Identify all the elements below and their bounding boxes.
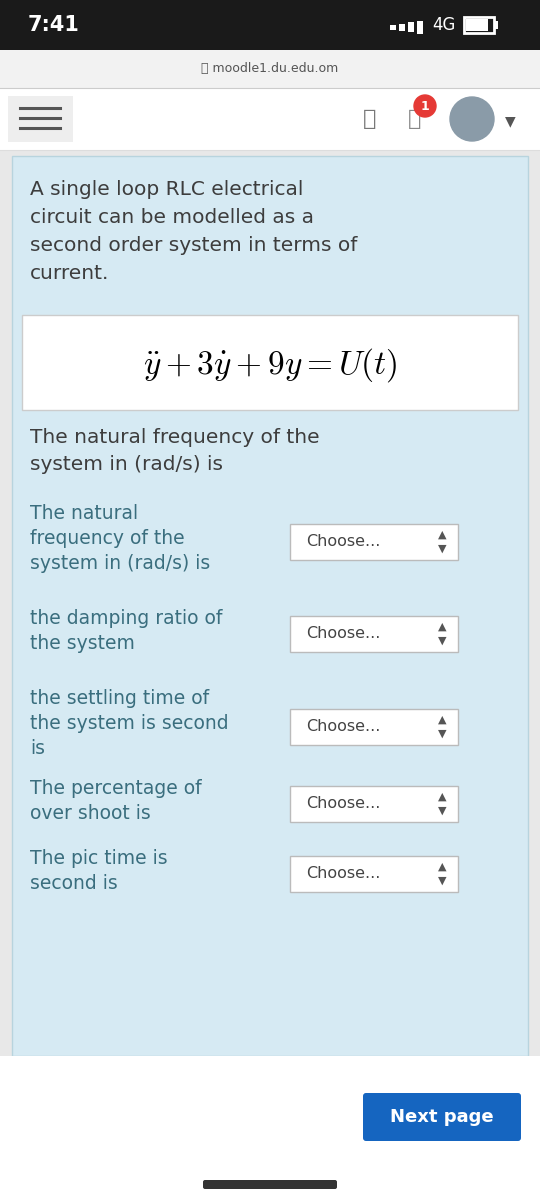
Text: ▲: ▲ bbox=[438, 792, 446, 802]
Text: ▼: ▼ bbox=[438, 806, 446, 816]
FancyBboxPatch shape bbox=[466, 19, 488, 31]
FancyBboxPatch shape bbox=[0, 50, 540, 88]
Text: the settling time of: the settling time of bbox=[30, 689, 209, 708]
Text: 🔒 moodle1.du.edu.om: 🔒 moodle1.du.edu.om bbox=[201, 62, 339, 76]
FancyBboxPatch shape bbox=[22, 314, 518, 410]
FancyBboxPatch shape bbox=[363, 1093, 521, 1141]
Text: ▼: ▼ bbox=[505, 114, 515, 128]
FancyBboxPatch shape bbox=[494, 20, 498, 29]
Circle shape bbox=[450, 97, 494, 140]
Text: 7:41: 7:41 bbox=[28, 14, 80, 35]
Text: ▼: ▼ bbox=[438, 876, 446, 886]
Text: frequency of the: frequency of the bbox=[30, 529, 185, 548]
FancyBboxPatch shape bbox=[417, 20, 423, 34]
Text: the system: the system bbox=[30, 634, 135, 653]
Text: $\ddot{y}+3\dot{y}+9y=U(t)$: $\ddot{y}+3\dot{y}+9y=U(t)$ bbox=[143, 347, 397, 384]
Text: ▼: ▼ bbox=[438, 728, 446, 738]
FancyBboxPatch shape bbox=[290, 786, 458, 822]
Text: The natural frequency of the: The natural frequency of the bbox=[30, 428, 320, 446]
Text: system in (rad/s) is: system in (rad/s) is bbox=[30, 554, 210, 572]
Text: the system is second: the system is second bbox=[30, 714, 228, 733]
Text: over shoot is: over shoot is bbox=[30, 804, 151, 823]
Text: Next page: Next page bbox=[390, 1108, 494, 1126]
Text: 4G: 4G bbox=[432, 16, 455, 34]
Text: ▲: ▲ bbox=[438, 714, 446, 725]
Text: The pic time is: The pic time is bbox=[30, 850, 167, 868]
FancyBboxPatch shape bbox=[290, 523, 458, 559]
Text: ▲: ▲ bbox=[438, 862, 446, 872]
Circle shape bbox=[414, 95, 436, 116]
FancyBboxPatch shape bbox=[408, 22, 414, 32]
FancyBboxPatch shape bbox=[12, 156, 528, 1056]
Text: system in (rad/s) is: system in (rad/s) is bbox=[30, 455, 223, 474]
FancyBboxPatch shape bbox=[0, 88, 540, 150]
FancyBboxPatch shape bbox=[290, 856, 458, 892]
FancyBboxPatch shape bbox=[0, 1056, 540, 1200]
Text: A single loop RLC electrical: A single loop RLC electrical bbox=[30, 180, 303, 199]
FancyBboxPatch shape bbox=[203, 1180, 337, 1189]
FancyBboxPatch shape bbox=[399, 24, 405, 30]
Text: 🔔: 🔔 bbox=[363, 109, 377, 128]
Text: second order system in terms of: second order system in terms of bbox=[30, 236, 357, 254]
Text: 💬: 💬 bbox=[408, 109, 422, 128]
FancyBboxPatch shape bbox=[390, 24, 396, 30]
Text: ▼: ▼ bbox=[438, 544, 446, 553]
FancyBboxPatch shape bbox=[290, 616, 458, 652]
Text: 1: 1 bbox=[421, 100, 429, 113]
Text: Choose...: Choose... bbox=[306, 719, 380, 734]
FancyBboxPatch shape bbox=[8, 96, 73, 142]
Text: Choose...: Choose... bbox=[306, 626, 380, 642]
Text: the damping ratio of: the damping ratio of bbox=[30, 608, 222, 628]
Text: ▼: ▼ bbox=[438, 636, 446, 646]
Text: second is: second is bbox=[30, 874, 118, 893]
Text: is: is bbox=[30, 739, 45, 758]
Text: Choose...: Choose... bbox=[306, 866, 380, 882]
FancyBboxPatch shape bbox=[290, 708, 458, 744]
Text: The percentage of: The percentage of bbox=[30, 779, 201, 798]
Text: circuit can be modelled as a: circuit can be modelled as a bbox=[30, 208, 314, 227]
Text: The natural: The natural bbox=[30, 504, 138, 523]
Text: ▲: ▲ bbox=[438, 622, 446, 632]
Text: ▲: ▲ bbox=[438, 529, 446, 540]
Text: Choose...: Choose... bbox=[306, 797, 380, 811]
Text: Choose...: Choose... bbox=[306, 534, 380, 550]
Text: current.: current. bbox=[30, 264, 110, 283]
FancyBboxPatch shape bbox=[0, 0, 540, 50]
